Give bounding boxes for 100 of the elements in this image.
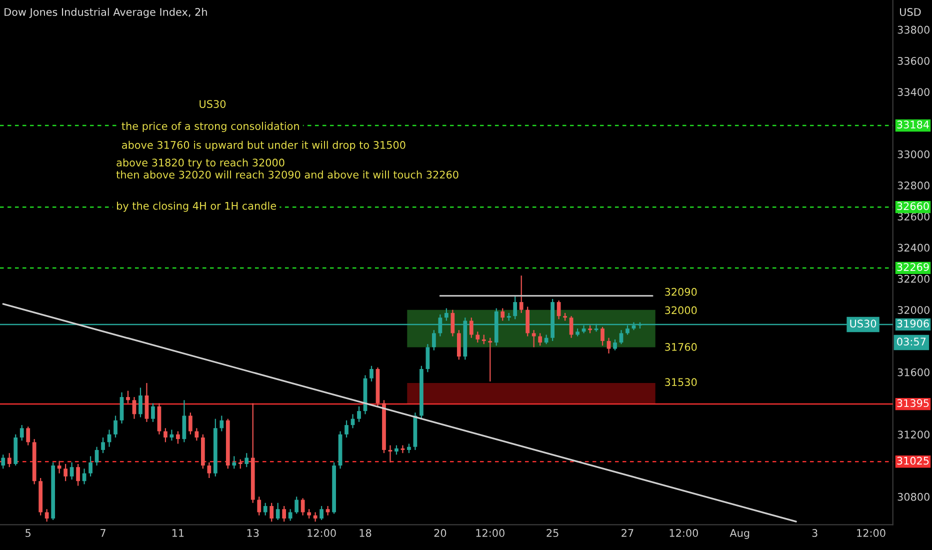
- candlestick: [513, 295, 518, 320]
- candlestick: [569, 316, 574, 338]
- candlestick: [120, 392, 124, 424]
- candlestick: [57, 460, 62, 474]
- candlestick: [294, 496, 299, 514]
- annotation: the price of a strong consolidation: [122, 122, 299, 132]
- x-tick-label: 12:00: [308, 529, 336, 537]
- annotation: 32090: [665, 288, 697, 296]
- annotation: above 31820 try to reach 32000 then above 32020 will reach 32090 and above it will touch 32260: [116, 158, 458, 179]
- candlestick: [519, 275, 524, 314]
- x-tick-label: 3: [812, 529, 818, 537]
- candlestick: [232, 456, 236, 470]
- candlestick: [26, 426, 30, 446]
- x-tick-label: 11: [172, 529, 184, 537]
- candlestick: [526, 306, 530, 337]
- candlestick: [270, 502, 274, 522]
- candlestick: [76, 463, 80, 486]
- candlestick: [619, 330, 624, 345]
- ref-line-label: 31025: [897, 456, 929, 465]
- candlestick: [482, 334, 486, 345]
- candlestick: [188, 412, 192, 435]
- x-tick-label: 12:00: [476, 529, 504, 537]
- candlestick: [469, 317, 474, 338]
- x-tick-label: Aug: [730, 529, 750, 539]
- candlestick: [151, 402, 155, 422]
- candlestick: [344, 420, 348, 438]
- y-tick-label: 33000: [898, 150, 930, 158]
- y-tick-label: 30800: [898, 492, 930, 501]
- y-tick-label: 32800: [898, 182, 930, 190]
- candlestick: [114, 415, 118, 438]
- candlestick: [544, 334, 548, 345]
- annotation: US30: [850, 320, 876, 328]
- candlestick: [538, 332, 542, 346]
- x-tick-label: 5: [26, 529, 30, 537]
- candlestick: [613, 338, 617, 351]
- x-tick-label: 27: [622, 529, 634, 537]
- candlestick: [357, 406, 361, 422]
- candlestick: [238, 458, 242, 470]
- candlestick: [450, 309, 455, 337]
- candlestick: [182, 400, 186, 443]
- x-tick-label: 12:00: [670, 529, 698, 537]
- candlestick: [300, 498, 305, 516]
- candlestick: [94, 446, 99, 466]
- x-tick-label: 12:00: [857, 529, 886, 537]
- candlestick: [1, 454, 6, 470]
- candlestick: [176, 430, 180, 444]
- candlestick: [532, 330, 536, 348]
- candlestick: [606, 337, 611, 354]
- annotation: 31760: [665, 343, 697, 351]
- ref-line-label: 32269: [897, 263, 929, 271]
- candlestick: [263, 502, 268, 516]
- y-tick-label: 33600: [898, 56, 930, 65]
- x-tick-label: 13: [247, 529, 259, 537]
- candlestick: [282, 505, 286, 522]
- y-tick-label: 33400: [898, 88, 930, 96]
- candlestick: [288, 508, 292, 522]
- y-axis-title: USD: [900, 8, 921, 16]
- annotation: US30: [200, 100, 226, 108]
- candlestick: [370, 365, 374, 382]
- ref-line-label: 31395: [897, 399, 929, 408]
- candlestick: [257, 496, 262, 516]
- candlestick: [194, 428, 199, 442]
- x-tick-label: 25: [546, 529, 558, 537]
- x-tick-label: 20: [434, 529, 446, 537]
- candlestick: [500, 308, 505, 322]
- candlestick: [88, 456, 92, 477]
- candlestick: [307, 508, 311, 520]
- candlestick: [320, 505, 324, 521]
- candlestick: [456, 330, 461, 360]
- x-tick-label: 18: [360, 529, 372, 537]
- y-tick-label: 32600: [898, 212, 930, 221]
- y-tick-label: 32200: [898, 274, 930, 283]
- candlestick: [600, 326, 604, 346]
- candlestick: [101, 436, 105, 454]
- candlestick: [426, 344, 430, 373]
- ref-line-label: 33184: [897, 120, 929, 129]
- candlestick: [138, 387, 142, 418]
- candlestick: [7, 452, 12, 468]
- candlestick: [126, 390, 130, 404]
- candlestick: [44, 508, 49, 522]
- candlestick: [164, 428, 168, 443]
- y-tick-label: 32000: [898, 306, 930, 314]
- annotation: 31530: [665, 378, 697, 386]
- candlestick: [432, 330, 436, 351]
- candlestick: [444, 308, 448, 322]
- text: Dow Jones Industrial Average Index, 2h: [4, 8, 207, 18]
- candlestick: [70, 462, 74, 480]
- ref-line-label: 32660: [897, 202, 929, 210]
- candlestick: [476, 331, 480, 344]
- annotation: 03:57: [897, 338, 926, 346]
- candlestick: [394, 444, 398, 456]
- candlestick: [20, 424, 24, 442]
- annotation: above 31760 is upward but under it will drop to 31500: [122, 140, 406, 151]
- candlestick: [488, 337, 492, 382]
- candlestick: [64, 463, 68, 482]
- y-tick-label: 31200: [898, 430, 930, 438]
- y-tick-label: 33800: [898, 26, 930, 34]
- candlestick: [244, 452, 249, 468]
- annotation: 32000: [665, 306, 697, 314]
- ref-line-label: 31906: [897, 320, 929, 328]
